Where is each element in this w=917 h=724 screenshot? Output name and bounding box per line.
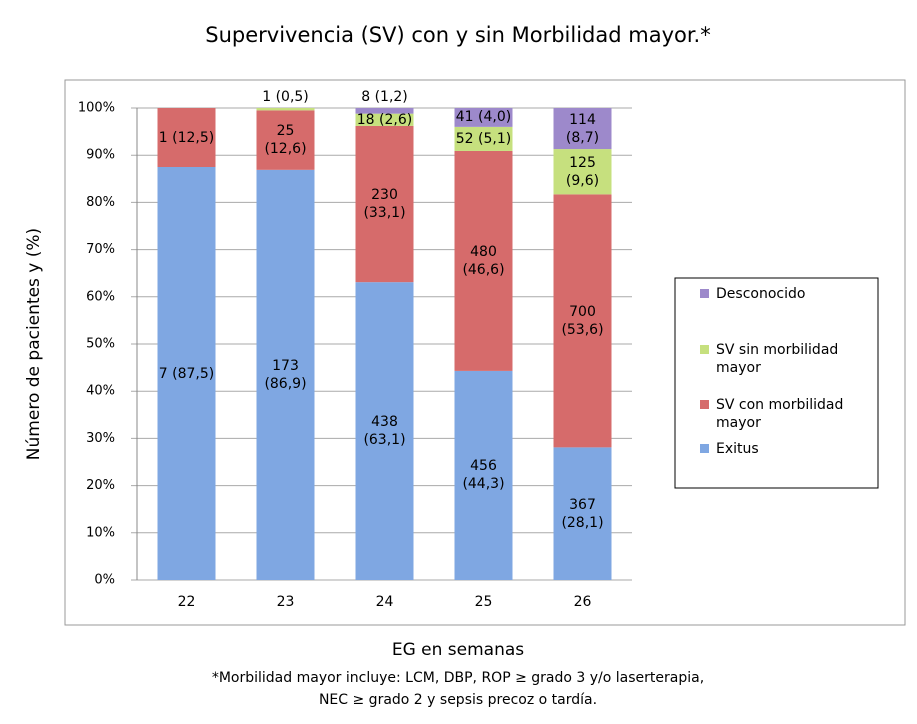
legend-swatch	[700, 444, 709, 453]
bar-segment	[157, 108, 216, 167]
x-axis-label: EG en semanas	[392, 640, 524, 660]
bar-segment	[256, 169, 315, 580]
x-tick-label: 22	[178, 594, 196, 610]
data-label: 52 (5,1)	[455, 130, 512, 147]
data-label: 8 (1,2)	[361, 89, 408, 105]
footnote: *Morbilidad mayor incluye: LCM, DBP, ROP…	[212, 670, 704, 686]
y-tick-label: 40%	[86, 384, 115, 399]
y-tick-label: 20%	[86, 478, 115, 493]
bar-segment	[553, 149, 612, 195]
chart-title: Supervivencia (SV) con y sin Morbilidad …	[205, 23, 711, 47]
bar-segment	[157, 167, 216, 580]
bar-segment	[256, 110, 315, 170]
y-tick-label: 60%	[86, 289, 115, 304]
data-label: 480 (46,6)	[462, 243, 505, 278]
x-tick-label: 26	[574, 594, 592, 610]
bar-segment	[553, 194, 612, 448]
y-tick-label: 70%	[86, 242, 115, 257]
data-label: 438 (63,1)	[363, 414, 406, 449]
data-label: 7 (87,5)	[158, 365, 215, 382]
bar-segment	[355, 125, 414, 283]
footnote: NEC ≥ grado 2 y sepsis precoz o tardía.	[319, 692, 597, 708]
bar-segment	[454, 126, 513, 151]
data-label: 1 (12,5)	[158, 129, 215, 146]
bar-segment	[454, 108, 513, 127]
data-label: 173 (86,9)	[264, 357, 307, 392]
data-label: 230 (33,1)	[363, 187, 406, 222]
legend-swatch	[700, 345, 709, 354]
data-label: 456 (44,3)	[462, 458, 505, 493]
chart-frame	[64, 79, 906, 626]
y-tick-label: 50%	[86, 337, 115, 352]
data-label: 700 (53,6)	[561, 303, 604, 338]
legend-label: SV con morbilidad mayor	[716, 397, 844, 431]
legend-label: SV sin morbilidad mayor	[716, 342, 839, 376]
y-tick-label: 30%	[86, 431, 115, 446]
x-tick-label: 25	[475, 594, 493, 610]
bar-segment	[355, 282, 414, 580]
bar-segment	[355, 113, 414, 126]
legend-label: Desconocido	[716, 286, 806, 302]
data-label: 25 (12,6)	[264, 123, 307, 158]
x-tick-label: 23	[277, 594, 295, 610]
y-tick-label: 100%	[78, 101, 115, 116]
bar-segment	[553, 108, 612, 150]
x-tick-label: 24	[376, 594, 394, 610]
y-tick-label: 10%	[86, 525, 115, 540]
legend-swatch	[700, 289, 709, 298]
y-axis-label: Número de pacientes y (%)	[24, 228, 44, 460]
data-label: 125 (9,6)	[565, 154, 600, 189]
data-label: 18 (2,6)	[356, 111, 413, 128]
bar-segment	[355, 108, 414, 114]
legend-label: Exitus	[716, 441, 759, 457]
data-label: 41 (4,0)	[455, 109, 512, 126]
data-label: 1 (0,5)	[262, 89, 309, 105]
y-tick-label: 80%	[86, 195, 115, 210]
y-tick-label: 0%	[94, 573, 115, 588]
data-label: 367 (28,1)	[561, 496, 604, 531]
y-tick-label: 90%	[86, 148, 115, 163]
bar-segment	[454, 150, 513, 371]
legend-swatch	[700, 400, 709, 409]
bar-segment	[256, 108, 315, 111]
bar-segment	[454, 370, 513, 580]
data-label: 114 (8,7)	[565, 111, 600, 146]
bar-segment	[553, 447, 612, 580]
